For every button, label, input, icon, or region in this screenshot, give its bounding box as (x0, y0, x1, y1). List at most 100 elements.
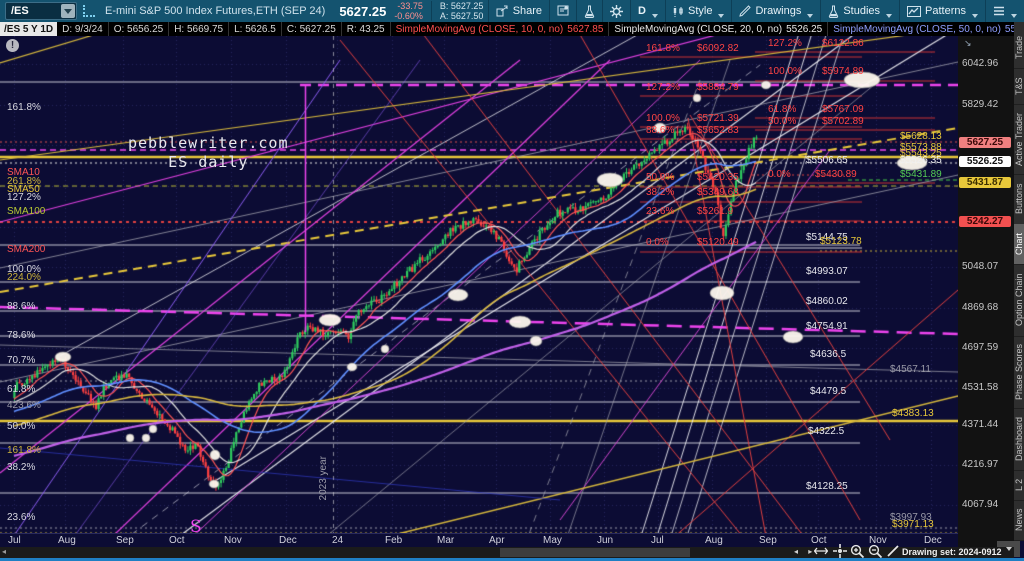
ohlc-field: H: 5669.75 (169, 22, 230, 36)
sidebar-tab-news[interactable]: News (1014, 500, 1024, 541)
chart-corner-arrow-icon[interactable]: ↘ (964, 38, 972, 48)
study-readout[interactable]: SimpleMovingAvg (CLOSE, 10, 0, no) 5627.8… (391, 22, 610, 36)
time-axis-label: Sep (759, 535, 777, 546)
price-change: -33.75 -0.60% (394, 1, 423, 21)
sidebar-tab-active-trader[interactable]: Active Trader (1014, 104, 1024, 175)
price-axis-label: 4067.94 (962, 499, 999, 510)
pan-mode-icon[interactable] (833, 544, 847, 561)
watermark: pebblewriter.com ES daily (128, 134, 289, 171)
notes-button[interactable] (549, 0, 576, 22)
study-value: 5526.25 (786, 23, 823, 35)
sidebar-tab-dashboard[interactable]: Dashboard (1014, 408, 1024, 471)
time-axis-label: Feb (385, 535, 403, 546)
zoom-in-icon[interactable] (850, 544, 865, 561)
price-chart-canvas[interactable] (0, 36, 958, 533)
symbol-value[interactable]: /ES (11, 5, 29, 17)
sidebar-tab-l-2[interactable]: L 2 (1014, 470, 1024, 501)
chart-scrollbar-row[interactable]: ◂ ◂ ▸ Drawing set: 2024-0912 (0, 544, 1014, 561)
settings-button[interactable] (602, 0, 630, 22)
ohlc-field: L: 5626.5 (229, 22, 282, 36)
last-price: 5627.25 (339, 3, 387, 19)
hamburger-menu-icon (994, 6, 1004, 16)
link-group-icon[interactable] (83, 5, 95, 17)
analyze-button[interactable] (576, 0, 602, 22)
top-toolbar: /ES E-mini S&P 500 Index Futures,ETH (SE… (0, 0, 1024, 22)
symbol-dropdown-button[interactable] (61, 4, 75, 18)
time-axis-label: Nov (869, 535, 887, 546)
patterns-button[interactable]: Patterns (899, 0, 985, 22)
sidebar-tab-t-s[interactable]: T&S (1014, 68, 1024, 105)
time-axis-label: Apr (489, 535, 505, 546)
price-axis-label: 4869.68 (962, 302, 999, 313)
study-label: SimpleMovingAvg (CLOSE, 50, 0, no) (833, 23, 1001, 35)
studies-button[interactable]: Studies (820, 0, 899, 22)
time-axis-label: Jul (651, 535, 664, 546)
ohlc-field: D: 9/3/24 (57, 22, 109, 36)
study-readout[interactable]: SimpleMovingAvg (CLOSE, 20, 0, no) 5526.2… (609, 22, 829, 36)
zoom-out-icon[interactable] (868, 544, 883, 561)
scrollbar-thumb[interactable] (500, 548, 690, 557)
time-axis-label: Aug (705, 535, 723, 546)
timeframe-button[interactable]: D (630, 0, 665, 22)
price-axis-bubble: 5431.87 (959, 177, 1011, 188)
timeframe-value: D (638, 5, 646, 17)
time-axis-label: Mar (437, 535, 455, 546)
time-axis-label: Nov (224, 535, 242, 546)
sidebar-tab-trade[interactable]: Trade (1014, 26, 1024, 69)
price-axis-label: 4697.59 (962, 342, 999, 353)
time-axis-label: Dec (279, 535, 297, 546)
price-axis[interactable]: ↘ 6042.96 5829.42 5048.07 4869.68 4697.59 453… (958, 36, 1014, 547)
ohlc-fields: D: 9/3/24 O: 5656.25 H: 5669.75 L: 5626.5 C:… (57, 22, 391, 36)
patterns-icon (907, 5, 922, 17)
time-axis-label: Sep (116, 535, 134, 546)
share-icon (496, 5, 508, 17)
price-axis-label: 6042.96 (962, 58, 999, 69)
study-readout[interactable]: SimpleMovingAvg (CLOSE, 50, 0, no)5543.7… (828, 22, 1024, 36)
pencil-icon (739, 5, 752, 17)
auto-scale-icon[interactable] (813, 544, 829, 561)
study-value: 5627.85 (567, 23, 604, 35)
study-readouts: SimpleMovingAvg (CLOSE, 10, 0, no) 5627.8… (391, 22, 1024, 36)
time-axis-label: Aug (58, 535, 76, 546)
drawing-set-selector[interactable]: Drawing set: 2024-0912 (902, 547, 1013, 557)
price-axis-label: 5829.42 (962, 99, 999, 110)
sidebar-tab-chart[interactable]: Chart (1014, 224, 1024, 265)
time-axis-label: Jun (597, 535, 614, 546)
sidebar-tab-option-chain[interactable]: Option Chain (1014, 264, 1024, 337)
instrument-description: E-mini S&P 500 Index Futures,ETH (SEP 24… (105, 5, 326, 17)
ohlc-field: O: 5656.25 (109, 22, 170, 36)
price-axis-bubble: 5242.27 (959, 216, 1011, 227)
note-icon (557, 5, 569, 16)
price-axis-label: 5048.07 (962, 261, 999, 272)
time-axis-label: May (543, 535, 562, 546)
drawings-button[interactable]: Drawings (731, 0, 820, 22)
bid-ask: B: 5627.25 A: 5627.50 (430, 1, 483, 21)
chart-style-icon (673, 6, 683, 17)
symbol-input[interactable]: /ES (5, 2, 77, 20)
pan-arrows[interactable]: ◂ ▸ (794, 547, 817, 556)
gear-icon (610, 4, 624, 18)
time-axis[interactable]: Jul Aug Sep Oct Nov Dec 24 Feb Mar Apr May Jun Jul Au… (0, 533, 958, 548)
share-button[interactable]: Share (487, 0, 549, 22)
sidebar-tab-phase-scores[interactable]: Phase Scores (1014, 336, 1024, 409)
ohlc-field: R: 43.25 (342, 22, 391, 36)
chart-panel[interactable]: ! pebblewriter.com ES daily 2023 year S 1… (0, 36, 958, 561)
time-axis-label: Oct (169, 535, 185, 546)
sidebar-tab-buttons[interactable]: Buttons (1014, 174, 1024, 225)
chart-alert-icon[interactable]: ! (6, 39, 19, 52)
price-axis-label: 4371.44 (962, 419, 999, 430)
menu-button[interactable] (985, 0, 1024, 22)
year-divider-label: 2023 year (318, 456, 329, 501)
draw-tool-icon[interactable] (886, 544, 900, 561)
time-axis-label: 24 (332, 535, 344, 546)
style-button[interactable]: Style (665, 0, 731, 22)
study-label: SimpleMovingAvg (CLOSE, 10, 0, no) (395, 23, 564, 35)
ohlc-field: C: 5627.25 (282, 22, 342, 36)
right-gadget-tabs: Trade T&S Active Trader Buttons Chart Option … (1014, 22, 1024, 541)
time-axis-label: Dec (924, 535, 942, 546)
scroll-left-arrow[interactable]: ◂ (2, 547, 7, 556)
study-label: SimpleMovingAvg (CLOSE, 20, 0, no) (614, 23, 783, 35)
flask-icon (584, 5, 595, 18)
price-axis-bubble: 5627.25 (959, 137, 1011, 148)
